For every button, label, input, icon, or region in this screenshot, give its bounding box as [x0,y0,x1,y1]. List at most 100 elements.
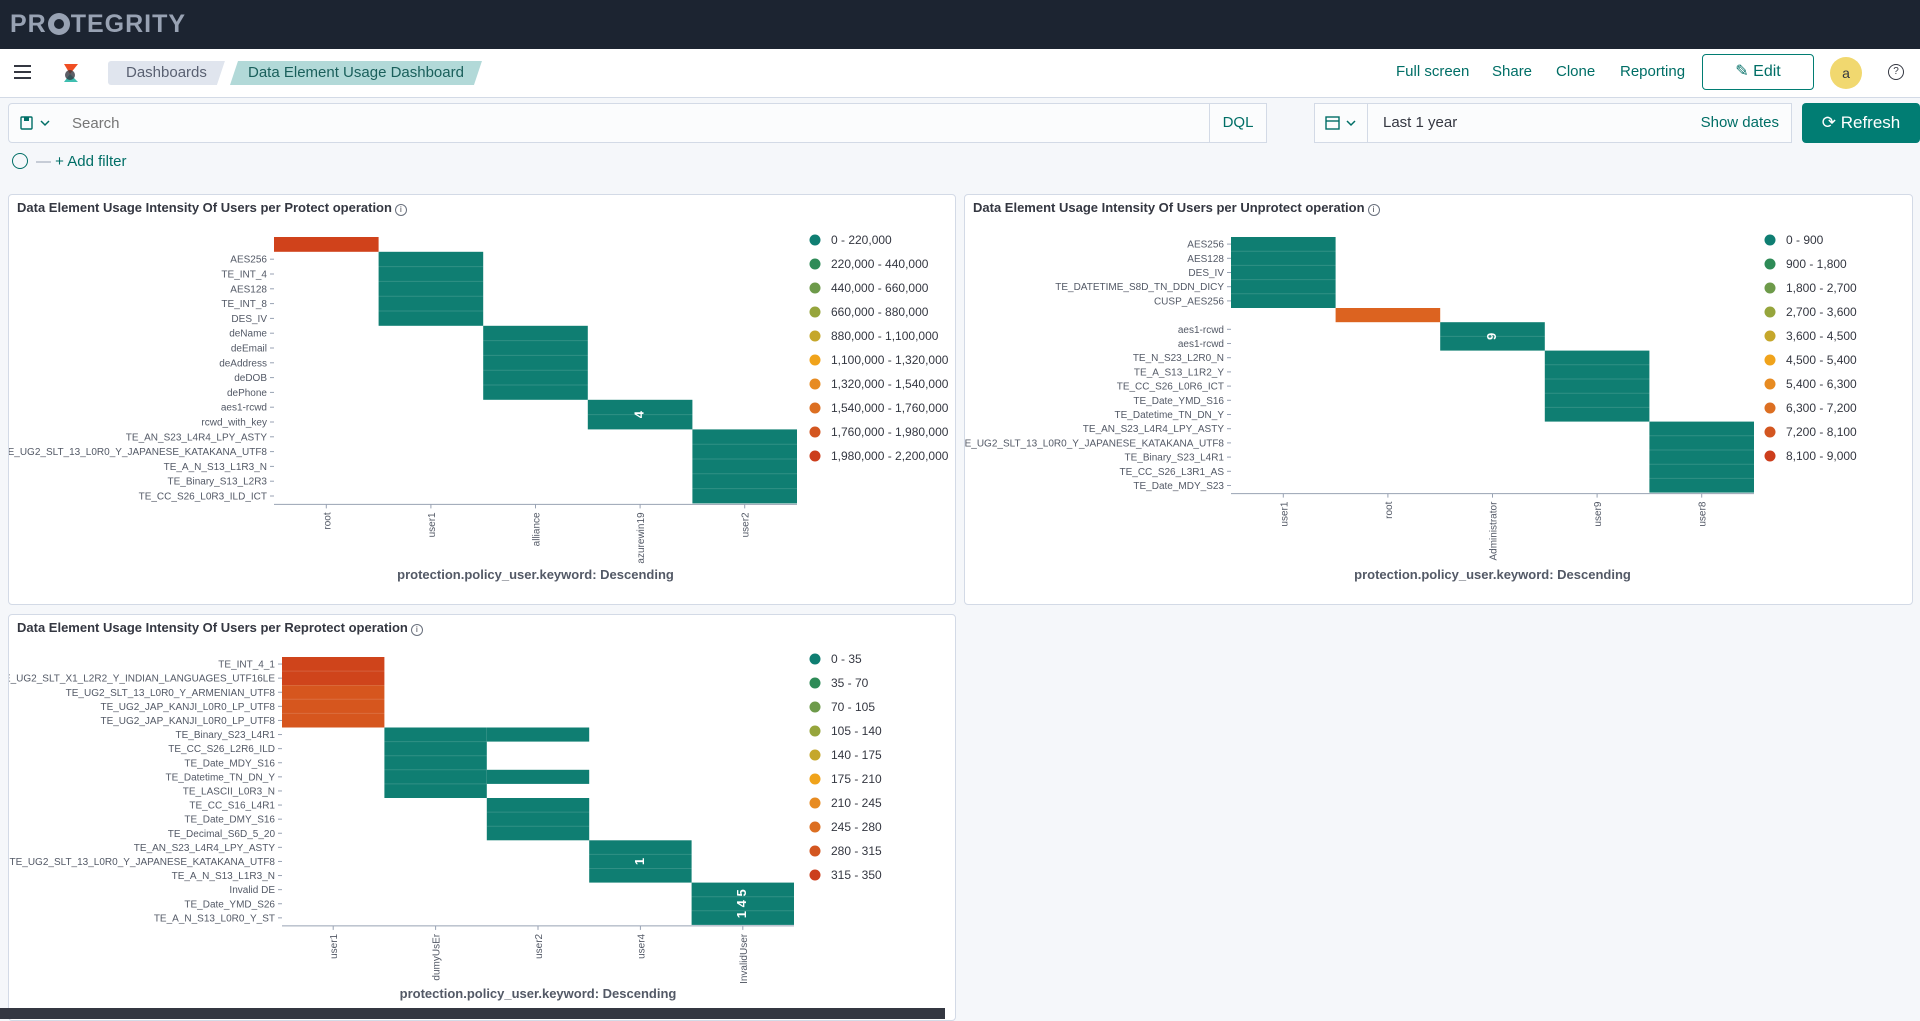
legend-label: 4,500 - 5,400 [1786,353,1857,367]
x-axis-title: protection.policy_user.keyword: Descendi… [1354,567,1631,582]
y-tick-label: TE_Binary_S13_L2R3 [167,477,267,488]
y-tick-label: TE_AN_S23_L4R4_LPY_ASTY [134,843,276,854]
legend-swatch [1764,426,1776,438]
legend-label: 6,300 - 7,200 [1786,401,1857,415]
legend-label: 880,000 - 1,100,000 [831,329,939,343]
y-tick-label: AES256 [230,255,267,266]
legend-swatch [809,749,821,761]
y-tick-label: deEmail [231,344,267,355]
heatmap-protect: 4 AES256 TE_INT_4 AES128 TE_INT_8 DES_IV deNam… [9,233,949,582]
heatmap-cell [378,251,484,326]
heatmap-cell [691,882,794,925]
y-tick-label: deAddress [219,358,267,369]
y-tick-label: TE_UG2_JAP_KANJI_L0R0_LP_UTF8 [100,702,275,713]
x-tick-label: user2 [741,512,752,537]
help-icon[interactable]: ? [1888,64,1904,80]
x-tick-label: root [1384,501,1395,518]
info-icon[interactable]: i [410,624,423,636]
date-picker: Last 1 year Show dates [1314,103,1792,143]
add-filter-link[interactable]: + Add filter [55,153,127,170]
protegrity-logo: PR TEGRITY [10,10,187,38]
y-tick-label: TE_Date_MDY_S23 [1133,481,1224,492]
legend-swatch [809,450,821,462]
heatmap-cell [692,429,797,504]
filter-icon[interactable] [12,153,28,169]
y-tick-label: TE_CC_S26_L0R3_ILD_ICT [139,492,267,503]
nav-bar: Dashboards Data Element Usage Dashboard … [0,49,1920,98]
heatmap-cell [282,685,385,728]
avatar[interactable]: a [1830,57,1862,89]
x-tick-label: user1 [1279,501,1290,526]
legend-swatch [1764,282,1776,294]
cell-value-label: 1 4 5 [734,889,749,918]
panel-title-text: Data Element Usage Intensity Of Users pe… [17,620,408,635]
legend-label: 105 - 140 [831,724,882,738]
heatmap-cell [1649,421,1754,493]
heatmap-cell [1440,322,1545,351]
menu-icon[interactable] [14,65,31,79]
y-tick-label: deName [229,329,267,340]
legend-swatch [809,821,821,833]
y-tick-label: TE_CC_S26_L0R6_ICT [1117,382,1224,393]
x-tick-label: azurewin19 [636,512,647,564]
y-tick-label: AES128 [230,284,267,295]
y-tick-label: TE_Date_YMD_S16 [1133,396,1224,407]
y-tick-label: TE_A_N_S13_L1R3_N [164,462,267,473]
y-tick-label: TE_N_S23_L2R0_N [1133,353,1224,364]
full-screen-link[interactable]: Full screen [1396,63,1470,80]
clone-link[interactable]: Clone [1556,63,1596,80]
panel-title-text: Data Element Usage Intensity Of Users pe… [17,200,392,215]
y-tick-label: CUSP_AES256 [1154,296,1224,307]
status-bar [0,1008,945,1019]
x-tick-label: root [322,512,333,529]
heatmap-cell [486,727,590,742]
edit-button[interactable]: ✎ Edit [1702,54,1814,90]
y-tick-label: TE_A_S13_L1R2_Y [1134,367,1224,378]
legend-swatch [809,869,821,881]
filter-separator: — [36,153,56,170]
y-tick-label: TE_LASCII_L0R3_N [183,786,275,797]
reporting-link[interactable]: Reporting [1620,63,1686,80]
saved-query-button[interactable] [8,103,64,143]
breadcrumb-dashboards[interactable]: Dashboards [108,61,225,85]
y-tick-label: TE_Datetime_TN_DN_Y [166,772,276,783]
y-tick-label: TE_CC_S26_L2R6_ILD [168,744,275,755]
heatmap-reprotect: 1 1 4 5 TE_INT_4_1 TE_UG2_SLT_X1_L2R2_Y_IND… [9,652,882,1001]
legend-swatch [809,426,821,438]
info-icon[interactable]: i [1367,204,1380,216]
refresh-button[interactable]: ⟳ Refresh [1802,103,1920,143]
calendar-button[interactable] [1315,104,1368,142]
show-dates-link[interactable]: Show dates [1700,114,1779,131]
y-tick-label: TE_CC_S16_L4R1 [189,801,275,812]
app-logo-icon[interactable] [58,60,84,86]
heatmap-cell [1231,237,1336,308]
legend-label: 8,100 - 9,000 [1786,449,1857,463]
panel-protect: Data Element Usage Intensity Of Users pe… [8,194,956,605]
y-tick-label: TE_Date_YMD_S26 [184,899,275,910]
panel-reprotect: Data Element Usage Intensity Of Users pe… [8,614,956,1021]
y-tick-label: TE_INT_4 [221,270,267,281]
date-range-text[interactable]: Last 1 year [1383,114,1458,131]
legend-swatch [1764,378,1776,390]
share-link[interactable]: Share [1492,63,1533,80]
y-tick-label: rcwd_with_key [201,418,267,429]
search-input[interactable] [62,104,1174,142]
y-tick-label: AES256 [1187,240,1224,251]
y-tick-label: TE_A_N_S13_L1R3_N [172,871,275,882]
heatmap-cell [274,237,379,252]
saved-query-icon [20,116,50,130]
info-icon[interactable]: i [394,204,407,216]
heatmap-cell [486,769,590,784]
y-tick-label: TE_DATETIME_S8D_TN_DDN_DICY [1055,282,1224,293]
y-tick-label: TE_UG2_SLT_X1_L2R2_Y_INDIAN_LANGUAGES_UT… [9,674,275,685]
heatmap-cell [1544,350,1650,422]
y-tick-label: aes1-rcwd [1178,325,1224,336]
dql-button[interactable]: DQL [1209,104,1266,142]
legend-swatch [1764,354,1776,366]
edit-label: Edit [1753,63,1781,80]
y-tick-label: TE_Binary_S23_L4R1 [1124,453,1224,464]
legend-label: 245 - 280 [831,820,882,834]
y-tick-label: TE_UG2_JAP_KANJI_L0R0_LP_UTF8 [100,716,275,727]
legend-swatch [809,653,821,665]
y-tick-label: aes1-rcwd [221,403,267,414]
